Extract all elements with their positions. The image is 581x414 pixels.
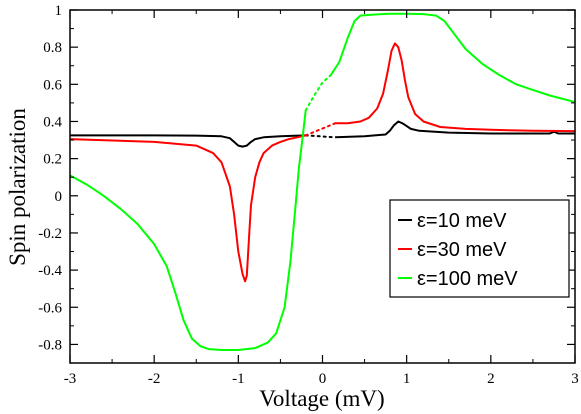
series-1-line-left — [70, 134, 306, 148]
x-tick-label: 0 — [319, 371, 327, 387]
plot-frame — [69, 9, 576, 364]
y-tick-label: 0.4 — [43, 114, 62, 130]
y-tick-label: -0.2 — [38, 226, 62, 242]
x-tick-label: -2 — [148, 371, 161, 387]
legend-label: ε=10 meV — [417, 210, 507, 232]
series-3-line-left — [70, 110, 307, 351]
x-tick-label: 2 — [487, 371, 495, 387]
series-gap-link — [304, 74, 332, 112]
axes-layer: -3 -2 -1 0 1 2 3 1 0.8 0.6 0.4 0.2 0 -0.2 -0.4 -0.6 -0.8 — [38, 3, 579, 387]
y-tick-label: -0.4 — [38, 263, 62, 279]
x-tick-label: -1 — [232, 371, 245, 387]
x-tick-label: -3 — [64, 371, 77, 387]
series-layer — [70, 12, 575, 351]
x-tick-label: 1 — [403, 371, 411, 387]
y-tick-label: 0.8 — [43, 40, 62, 56]
legend-box — [389, 199, 570, 298]
y-tick-label: 0.6 — [43, 77, 62, 93]
series-2-line-left — [70, 134, 306, 283]
y-axis-title: Spin polarization — [5, 108, 30, 266]
y-tick-label: 0.2 — [43, 152, 62, 168]
y-tick-label: 0 — [55, 189, 63, 205]
y-tick-label: 1 — [55, 3, 63, 19]
series-gap-link — [304, 134, 337, 139]
legend-label: ε=30 meV — [417, 239, 507, 261]
y-tick-label: -0.8 — [38, 337, 62, 353]
series-2-line-right — [335, 42, 575, 133]
x-tick-label: 3 — [571, 371, 579, 387]
legend: ε=10 meV ε=30 meV ε=100 meV — [389, 199, 570, 298]
legend-label: ε=100 meV — [417, 268, 518, 290]
series-gap-link — [304, 122, 337, 137]
series-3-line-right — [330, 12, 575, 103]
x-axis-title: Voltage (mV) — [259, 386, 384, 411]
y-tick-label: -0.6 — [38, 300, 62, 316]
series-1-line-right — [335, 120, 575, 139]
